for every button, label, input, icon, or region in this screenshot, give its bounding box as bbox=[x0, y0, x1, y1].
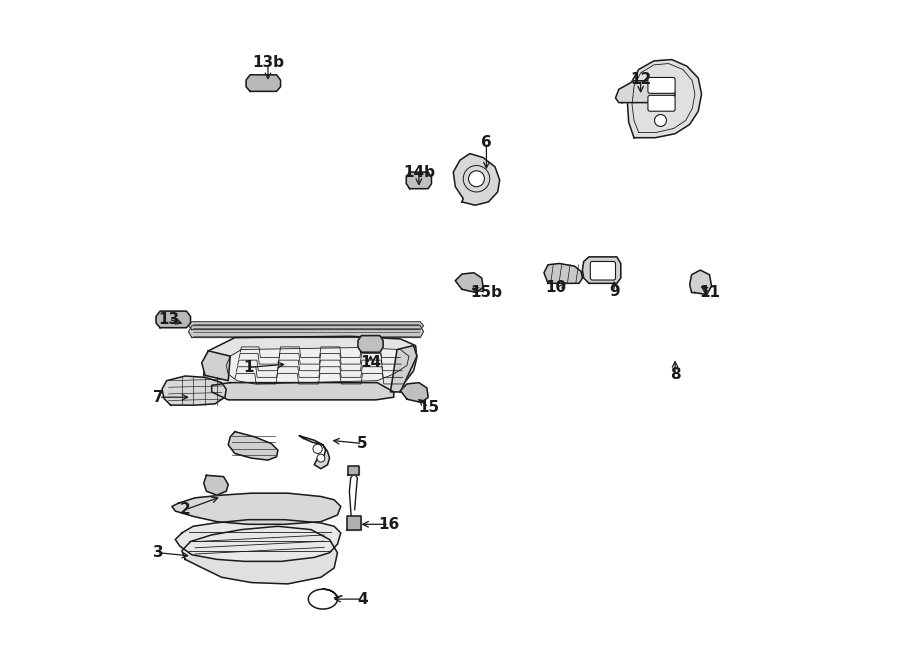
Text: 13b: 13b bbox=[252, 56, 284, 70]
Circle shape bbox=[313, 444, 322, 453]
Polygon shape bbox=[627, 60, 702, 138]
Text: 6: 6 bbox=[481, 135, 491, 150]
Polygon shape bbox=[226, 348, 409, 384]
Text: 15b: 15b bbox=[471, 285, 502, 300]
Circle shape bbox=[469, 171, 484, 187]
Polygon shape bbox=[162, 376, 226, 405]
Text: 8: 8 bbox=[670, 367, 680, 381]
Polygon shape bbox=[582, 257, 621, 283]
Polygon shape bbox=[400, 383, 428, 402]
Polygon shape bbox=[406, 172, 431, 189]
Polygon shape bbox=[689, 270, 712, 295]
Text: 14b: 14b bbox=[403, 165, 435, 179]
Polygon shape bbox=[188, 322, 424, 330]
Text: 14: 14 bbox=[360, 355, 381, 369]
Polygon shape bbox=[182, 526, 338, 584]
Polygon shape bbox=[203, 475, 229, 495]
Polygon shape bbox=[348, 466, 358, 475]
Polygon shape bbox=[172, 493, 341, 524]
Text: 13: 13 bbox=[158, 312, 179, 326]
Polygon shape bbox=[229, 432, 278, 460]
Polygon shape bbox=[246, 75, 281, 91]
Polygon shape bbox=[202, 351, 230, 381]
Text: 16: 16 bbox=[379, 517, 400, 532]
Polygon shape bbox=[156, 311, 191, 328]
Text: 5: 5 bbox=[357, 436, 368, 451]
Polygon shape bbox=[212, 383, 393, 400]
Polygon shape bbox=[203, 336, 417, 397]
Text: 12: 12 bbox=[630, 72, 652, 87]
Text: 1: 1 bbox=[243, 360, 253, 375]
Polygon shape bbox=[299, 436, 329, 469]
Polygon shape bbox=[176, 520, 341, 561]
Text: 7: 7 bbox=[153, 390, 164, 404]
Circle shape bbox=[317, 454, 325, 462]
Text: 10: 10 bbox=[545, 281, 566, 295]
Polygon shape bbox=[544, 263, 582, 283]
Polygon shape bbox=[188, 326, 424, 338]
FancyBboxPatch shape bbox=[590, 261, 616, 280]
Text: 2: 2 bbox=[180, 502, 191, 517]
Polygon shape bbox=[391, 346, 417, 392]
Text: 15: 15 bbox=[418, 400, 439, 414]
Text: 4: 4 bbox=[357, 592, 368, 606]
Polygon shape bbox=[616, 81, 675, 103]
Polygon shape bbox=[347, 516, 361, 530]
FancyBboxPatch shape bbox=[648, 95, 675, 111]
Polygon shape bbox=[358, 336, 383, 352]
Polygon shape bbox=[454, 154, 500, 205]
FancyBboxPatch shape bbox=[648, 77, 675, 93]
Text: 3: 3 bbox=[153, 545, 164, 560]
Text: 9: 9 bbox=[609, 284, 619, 299]
Circle shape bbox=[654, 115, 667, 126]
Polygon shape bbox=[455, 273, 483, 293]
Text: 11: 11 bbox=[699, 285, 721, 300]
